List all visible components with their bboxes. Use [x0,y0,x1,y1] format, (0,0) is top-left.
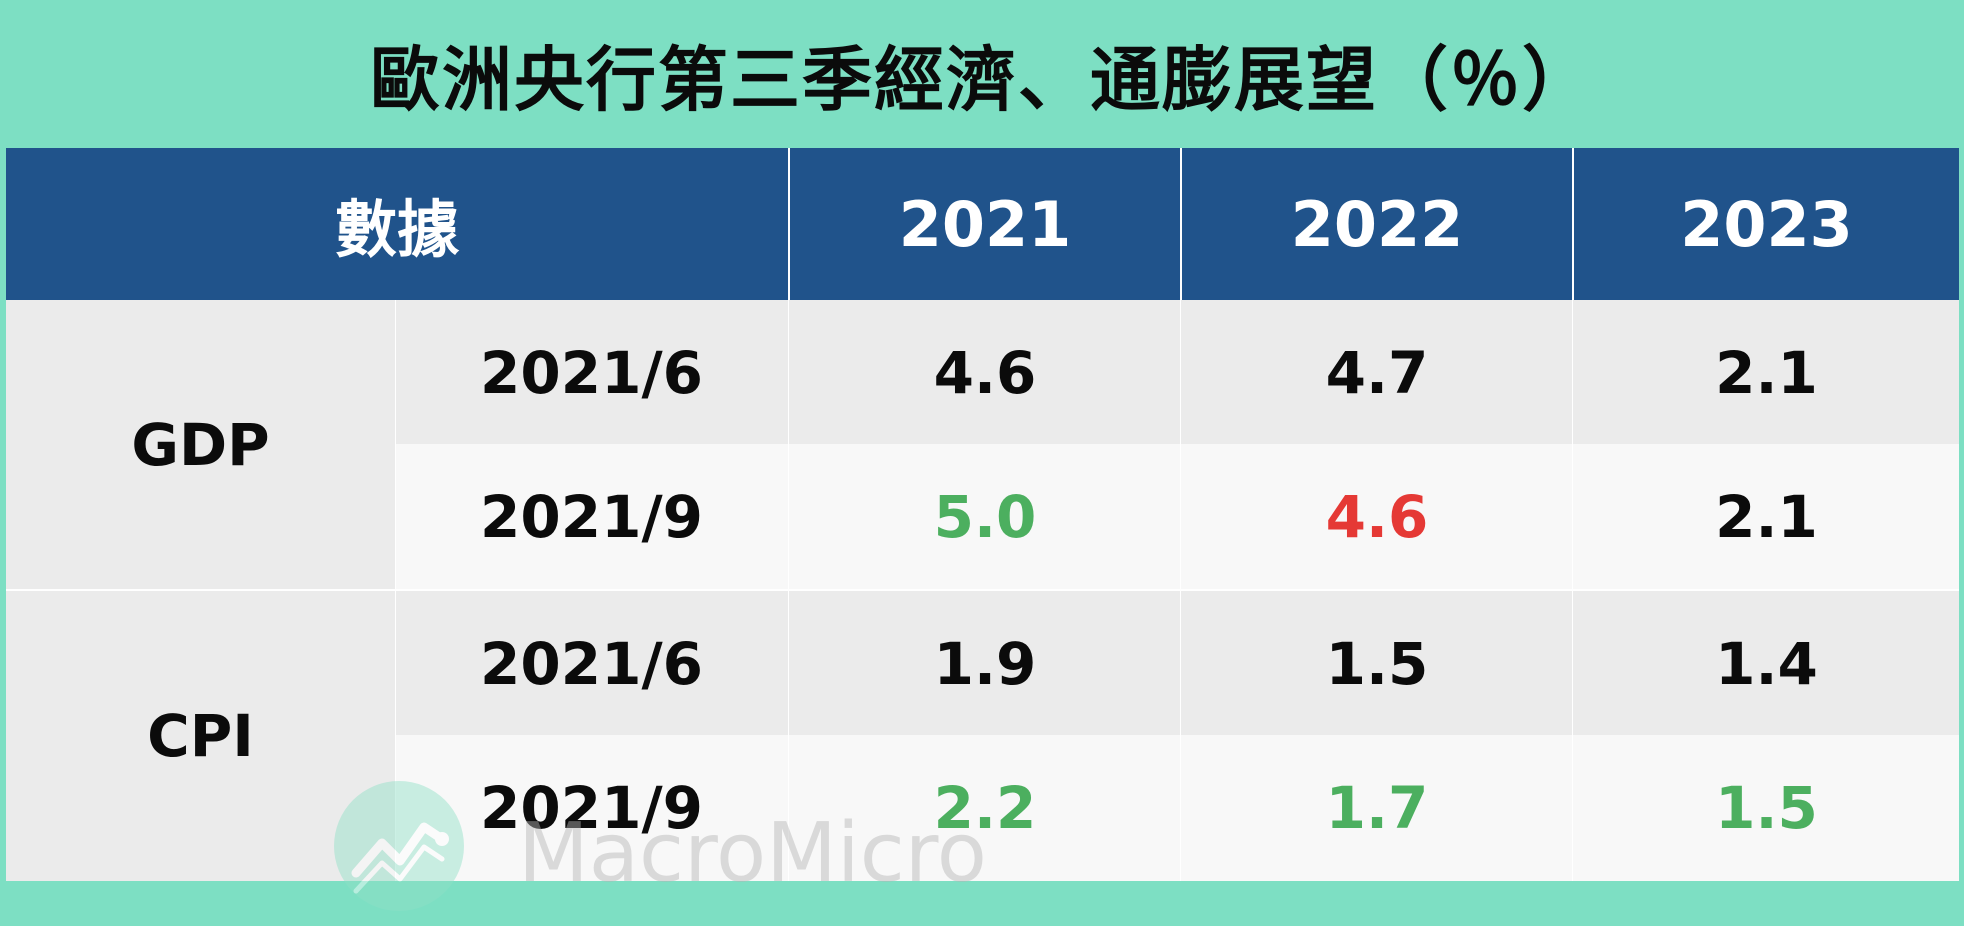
value-cell: 4.6 [933,339,1037,407]
group-divider [6,589,1959,591]
value-cell: 1.5 [1715,774,1818,842]
group-label-cpi: CPI [6,591,395,881]
value-cell: 1.4 [1715,630,1818,698]
header-divider [1572,148,1574,300]
value-cell: 5.0 [933,483,1037,551]
row-label: 2021/9 [480,483,703,551]
column-header-2023: 2023 [1680,187,1853,261]
chart-title: 歐洲央行第三季經濟、通膨展望（％） [370,38,1594,121]
table-row [395,735,1959,881]
value-cell: 2.1 [1715,483,1818,551]
row-label: 2021/6 [480,630,703,698]
value-cell: 1.5 [1325,630,1429,698]
value-cell: 1.7 [1325,774,1429,842]
value-cell: 2.1 [1715,339,1818,407]
table-row [395,300,1959,446]
table-row [395,444,1959,590]
header-divider [788,148,790,300]
row-label: 2021/9 [480,774,703,842]
value-cell: 2.2 [933,774,1037,842]
group-label-gdp: GDP [6,300,395,590]
row-label: 2021/6 [480,339,703,407]
table-row [395,591,1959,737]
column-header-2022: 2022 [1290,187,1464,261]
table-header: 數據 2021 2022 2023 [6,148,1959,300]
column-header-2021: 2021 [898,187,1072,261]
value-cell: 4.6 [1325,483,1429,551]
column-header-metric: 數據 [334,193,459,266]
value-cell: 1.9 [933,630,1037,698]
value-cell: 4.7 [1325,339,1429,407]
header-divider [1180,148,1182,300]
title-bar: 歐洲央行第三季經濟、通膨展望（％） [0,0,1964,148]
data-table: 數據 2021 2022 2023 GDP CPI 2021/6 2021/9 … [6,148,1959,911]
